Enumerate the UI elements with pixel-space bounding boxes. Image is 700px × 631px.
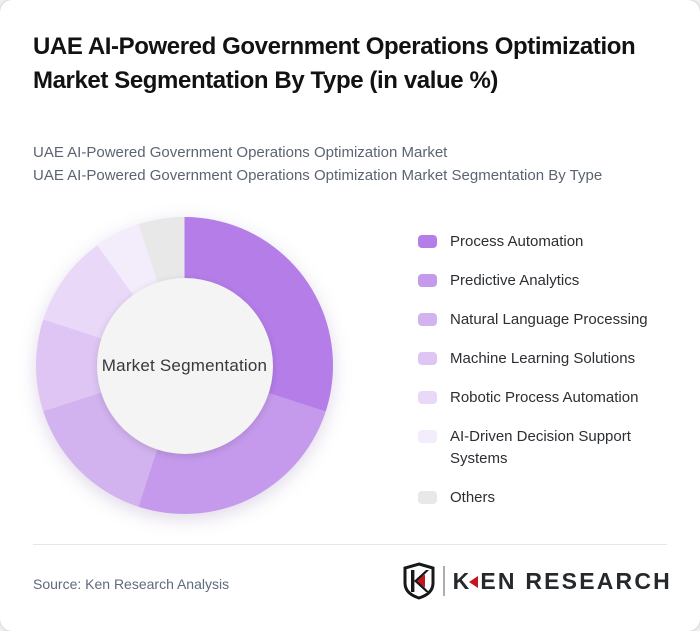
logo-wordmark: K EN RESEARCH: [453, 568, 672, 595]
logo-rest: EN RESEARCH: [480, 567, 672, 594]
legend-label: Natural Language Processing: [450, 311, 648, 328]
chart-legend: Process Automation Predictive Analytics Na…: [418, 231, 676, 526]
subtitle-line-2: UAE AI-Powered Government Operations Opt…: [33, 167, 603, 184]
legend-label: Others: [450, 489, 496, 506]
legend-swatch: [418, 274, 437, 287]
legend-label: Process Automation: [450, 233, 584, 250]
legend-item: AI-Driven Decision Support Systems: [418, 426, 676, 470]
legend-item: Natural Language Processing: [418, 309, 676, 331]
legend-swatch: [418, 391, 437, 404]
donut-center-label: Market Segmentation: [101, 355, 268, 375]
red-arrow-icon: [469, 575, 479, 588]
page-title: UAE AI-Powered Government Operations Opt…: [33, 33, 636, 94]
legend-label: Machine Learning Solutions: [450, 350, 636, 367]
legend-item: Machine Learning Solutions: [418, 348, 676, 370]
legend-label: Robotic Process Automation: [450, 389, 639, 406]
legend-swatch: [418, 491, 437, 504]
legend-item: Process Automation: [418, 231, 676, 253]
legend-label: AI-Driven Decision Support Systems: [450, 428, 631, 467]
legend-item: Others: [418, 487, 676, 509]
legend-item: Robotic Process Automation: [418, 387, 676, 409]
chart-subtitle: UAE AI-Powered Government Operations Opt…: [33, 141, 673, 187]
legend-label: Predictive Analytics: [450, 272, 580, 289]
logo-letter-k: K: [452, 567, 472, 594]
legend-item: Predictive Analytics: [418, 270, 676, 292]
footer-divider: [33, 544, 667, 545]
donut-chart: Market Segmentation: [36, 217, 333, 514]
ken-research-shield-icon: [403, 562, 435, 600]
donut-hole: Market Segmentation: [96, 277, 273, 454]
legend-swatch: [418, 430, 437, 443]
legend-swatch: [418, 313, 437, 326]
ken-research-logo: K EN RESEARCH: [402, 561, 672, 601]
legend-swatch: [418, 235, 437, 248]
logo-separator: [442, 566, 445, 596]
source-note: Source: Ken Research Analysis: [33, 576, 230, 592]
subtitle-line-1: UAE AI-Powered Government Operations Opt…: [33, 144, 448, 161]
legend-swatch: [418, 352, 437, 365]
